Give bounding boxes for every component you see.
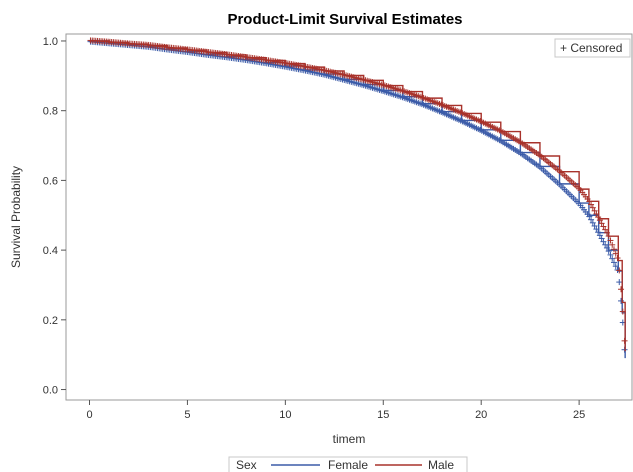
- censored-marks-female: [87, 38, 628, 353]
- censored-marks-male: [87, 37, 628, 344]
- y-axis-label: Survival Probability: [9, 166, 23, 268]
- y-tick-label: 0.8: [43, 106, 58, 118]
- plot-frame: [65, 33, 633, 401]
- y-tick-label: 0.2: [43, 315, 58, 327]
- x-tick-label: 5: [184, 409, 190, 421]
- x-tick-label: 15: [377, 409, 389, 421]
- x-tick-label: 25: [573, 409, 585, 421]
- y-tick-label: 0.4: [43, 245, 58, 257]
- y-tick-label: 0.0: [43, 385, 58, 397]
- bottom-legend: Sex Female Male: [228, 456, 468, 472]
- bottom-legend-box: [228, 456, 468, 472]
- series-layer: [87, 37, 628, 359]
- survival-curve-male: [89, 40, 626, 352]
- legend-title: Sex: [236, 458, 257, 472]
- chart-title: Product-Limit Survival Estimates: [227, 11, 462, 28]
- series-female: [87, 38, 628, 359]
- x-axis: 0 5 10 15 20 25: [86, 400, 585, 421]
- series-male: [87, 37, 628, 352]
- censored-legend-label: + Censored: [560, 41, 622, 55]
- censored-legend: + Censored: [554, 38, 631, 58]
- x-tick-label: 10: [279, 409, 291, 421]
- censored-legend-box: [554, 38, 631, 58]
- y-tick-label: 1.0: [43, 36, 58, 48]
- y-tick-label: 0.6: [43, 175, 58, 187]
- y-axis: 0.0 0.2 0.4 0.6 0.8 1.0: [43, 36, 66, 397]
- x-tick-label: 20: [475, 409, 487, 421]
- legend-label-male: Male: [428, 458, 454, 472]
- x-axis-label: timem: [333, 432, 366, 446]
- survival-curve-female: [89, 40, 626, 359]
- legend-label-female: Female: [328, 458, 368, 472]
- x-tick-label: 0: [86, 409, 92, 421]
